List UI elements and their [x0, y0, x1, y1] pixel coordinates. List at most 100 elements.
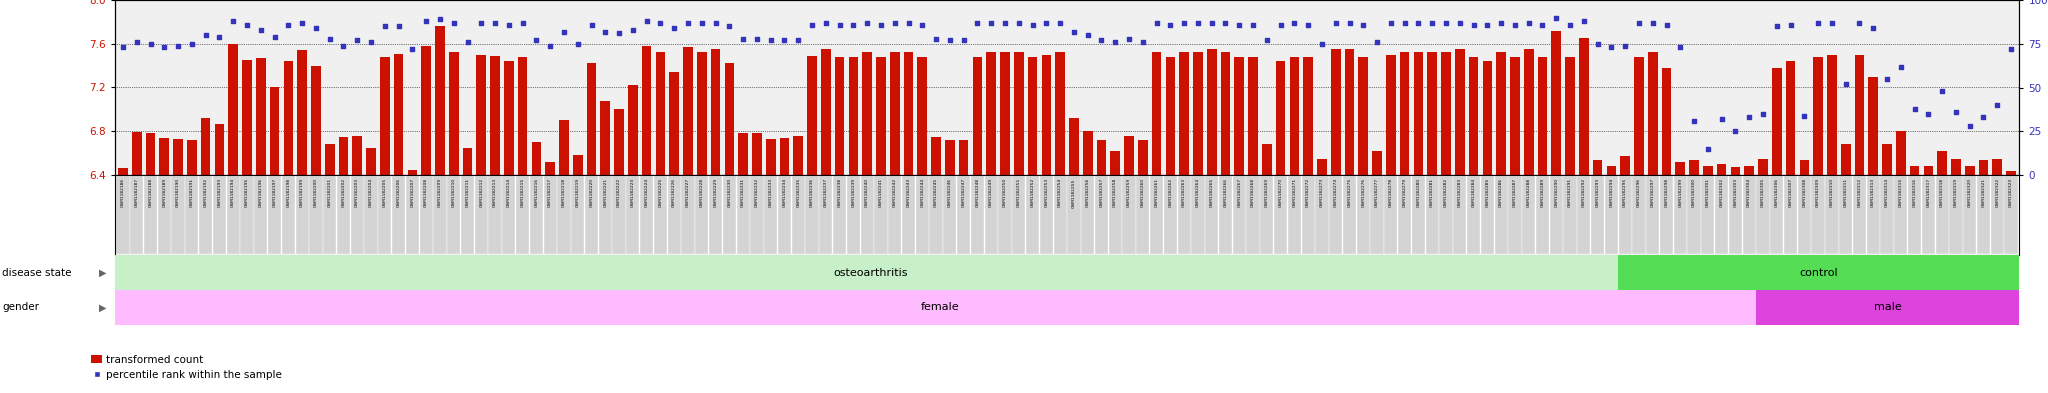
Text: GSM1182316: GSM1182316 [1913, 178, 1917, 208]
Point [561, 40, 594, 47]
Text: GSM1182221: GSM1182221 [604, 178, 608, 208]
Point [1360, 39, 1393, 45]
FancyBboxPatch shape [420, 176, 432, 254]
Bar [1731, 167, 1741, 175]
Text: GSM1182296: GSM1182296 [1636, 178, 1640, 208]
Point [838, 21, 870, 28]
Text: GSM1182268: GSM1182268 [1251, 178, 1255, 208]
Bar [532, 142, 541, 175]
Bar [1497, 53, 1505, 175]
FancyBboxPatch shape [956, 176, 971, 254]
Bar [1634, 57, 1645, 175]
FancyBboxPatch shape [1784, 176, 1798, 254]
FancyBboxPatch shape [750, 176, 764, 254]
Text: GSM1182194: GSM1182194 [231, 178, 236, 208]
Point [1925, 88, 1958, 94]
FancyBboxPatch shape [1108, 176, 1122, 254]
Point [1196, 20, 1229, 26]
FancyBboxPatch shape [571, 176, 584, 254]
Point [782, 37, 815, 43]
FancyBboxPatch shape [1288, 176, 1300, 254]
Bar [1952, 159, 1960, 175]
Bar [518, 57, 528, 175]
FancyBboxPatch shape [240, 176, 254, 254]
Bar [629, 85, 637, 175]
Bar [1303, 57, 1313, 175]
Text: GSM1182209: GSM1182209 [438, 178, 442, 208]
Text: GSM1182214: GSM1182214 [506, 178, 510, 208]
FancyBboxPatch shape [1040, 176, 1053, 254]
Bar [1055, 53, 1065, 175]
Text: GSM1182271: GSM1182271 [1292, 178, 1296, 208]
Text: osteoarthritis: osteoarthritis [834, 268, 907, 277]
Bar [1661, 68, 1671, 175]
Bar [326, 144, 334, 175]
Text: GSM1182257: GSM1182257 [1100, 178, 1104, 208]
Bar [793, 136, 803, 175]
Text: GSM1182291: GSM1182291 [1569, 178, 1573, 208]
Point [1788, 112, 1821, 119]
Text: GSM1182189: GSM1182189 [162, 178, 166, 208]
Point [1030, 20, 1063, 26]
Text: GSM1182305: GSM1182305 [1761, 178, 1765, 208]
Bar [586, 63, 596, 175]
Bar [545, 162, 555, 175]
FancyBboxPatch shape [379, 176, 391, 254]
Point [1153, 21, 1186, 28]
Bar [1401, 53, 1409, 175]
Text: GSM1182204: GSM1182204 [369, 178, 373, 208]
Bar [559, 120, 569, 175]
Bar [1579, 38, 1589, 175]
FancyBboxPatch shape [793, 176, 805, 254]
FancyBboxPatch shape [915, 176, 930, 254]
Point [768, 37, 801, 43]
Point [1044, 20, 1077, 26]
Text: GSM1182191: GSM1182191 [190, 178, 195, 208]
FancyBboxPatch shape [1591, 176, 1604, 254]
Bar [918, 57, 928, 175]
Text: GSM1182265: GSM1182265 [1210, 178, 1214, 208]
Point [1898, 105, 1931, 112]
Point [1333, 20, 1366, 26]
Point [1718, 128, 1751, 134]
Bar [1690, 160, 1700, 175]
Text: GSM1182240: GSM1182240 [864, 178, 868, 208]
FancyBboxPatch shape [1866, 176, 1880, 254]
Point [1651, 21, 1683, 28]
Point [1761, 23, 1794, 29]
Bar [1413, 53, 1423, 175]
Bar [115, 255, 1618, 290]
Point [1208, 20, 1241, 26]
Text: GSM1182247: GSM1182247 [963, 178, 967, 208]
Text: GSM1182188: GSM1182188 [150, 178, 152, 208]
Point [1815, 20, 1847, 26]
Text: GSM1182297: GSM1182297 [1651, 178, 1655, 208]
Text: GSM1182309: GSM1182309 [1817, 178, 1821, 208]
Point [410, 18, 442, 24]
FancyBboxPatch shape [971, 176, 983, 254]
Bar [1509, 57, 1520, 175]
FancyBboxPatch shape [1632, 176, 1645, 254]
FancyBboxPatch shape [627, 176, 639, 254]
Point [1403, 20, 1436, 26]
Point [133, 40, 166, 47]
FancyBboxPatch shape [1012, 176, 1026, 254]
Point [1663, 44, 1696, 50]
Bar [367, 148, 377, 175]
FancyBboxPatch shape [1481, 176, 1493, 254]
Bar [573, 155, 582, 175]
Text: GSM1182282: GSM1182282 [1444, 178, 1448, 208]
Bar [1524, 49, 1534, 175]
FancyBboxPatch shape [1411, 176, 1425, 254]
Bar [119, 169, 127, 175]
Point [1305, 40, 1337, 47]
FancyBboxPatch shape [1384, 176, 1397, 254]
Bar [1206, 49, 1217, 175]
FancyBboxPatch shape [1507, 176, 1522, 254]
Text: GSM1182243: GSM1182243 [907, 178, 911, 208]
FancyBboxPatch shape [1053, 176, 1067, 254]
Point [1581, 40, 1614, 47]
Point [1677, 118, 1710, 124]
Text: GSM1182262: GSM1182262 [1167, 178, 1171, 208]
Text: GSM1182279: GSM1182279 [1403, 178, 1407, 208]
